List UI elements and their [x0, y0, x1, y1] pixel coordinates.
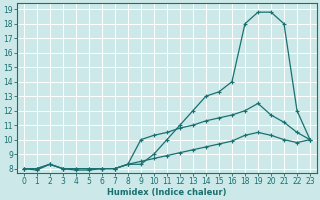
X-axis label: Humidex (Indice chaleur): Humidex (Indice chaleur) — [107, 188, 227, 197]
